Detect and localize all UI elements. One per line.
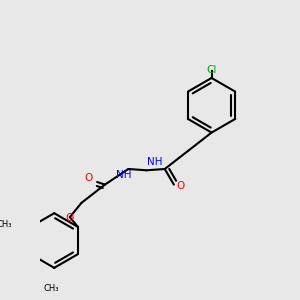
Text: O: O bbox=[65, 213, 74, 223]
Text: CH₃: CH₃ bbox=[0, 220, 12, 229]
Text: Cl: Cl bbox=[206, 65, 217, 75]
Text: O: O bbox=[85, 173, 93, 183]
Text: CH₃: CH₃ bbox=[44, 284, 59, 293]
Text: NH: NH bbox=[147, 157, 162, 167]
Text: O: O bbox=[176, 181, 184, 191]
Text: NH: NH bbox=[116, 170, 131, 181]
